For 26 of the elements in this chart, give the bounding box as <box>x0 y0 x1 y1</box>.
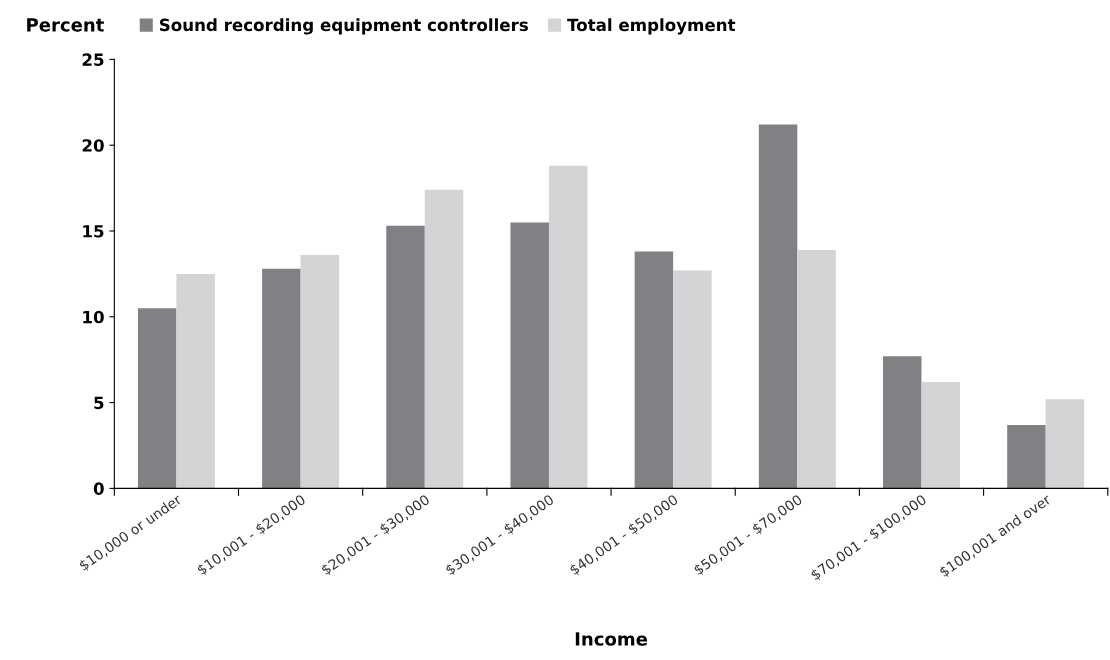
y-tick-label: 20 <box>82 139 104 152</box>
bar <box>1045 399 1085 489</box>
bar <box>634 251 674 489</box>
y-tick-label: 15 <box>83 225 104 238</box>
bar <box>673 270 712 489</box>
bar <box>510 222 549 489</box>
bar <box>921 382 960 489</box>
bar <box>176 273 215 489</box>
bar <box>797 249 836 489</box>
bar <box>758 124 798 489</box>
y-tick-label: 25 <box>82 53 104 66</box>
legend-label: Sound recording equipment controllers <box>159 18 528 35</box>
bar <box>424 189 464 489</box>
y-tick-label: 10 <box>83 310 104 324</box>
y-tick-label: 0 <box>93 482 104 495</box>
bar <box>137 308 177 489</box>
bar <box>548 165 588 489</box>
y-axis-title: Percent <box>27 18 104 32</box>
bar <box>1007 424 1046 489</box>
y-tick-label: 5 <box>94 396 104 410</box>
legend-label: Total employment <box>567 18 736 35</box>
bar <box>883 356 922 489</box>
bar <box>300 255 340 489</box>
x-axis-title: Income <box>575 632 648 646</box>
bar <box>386 225 425 489</box>
bar <box>262 268 301 489</box>
